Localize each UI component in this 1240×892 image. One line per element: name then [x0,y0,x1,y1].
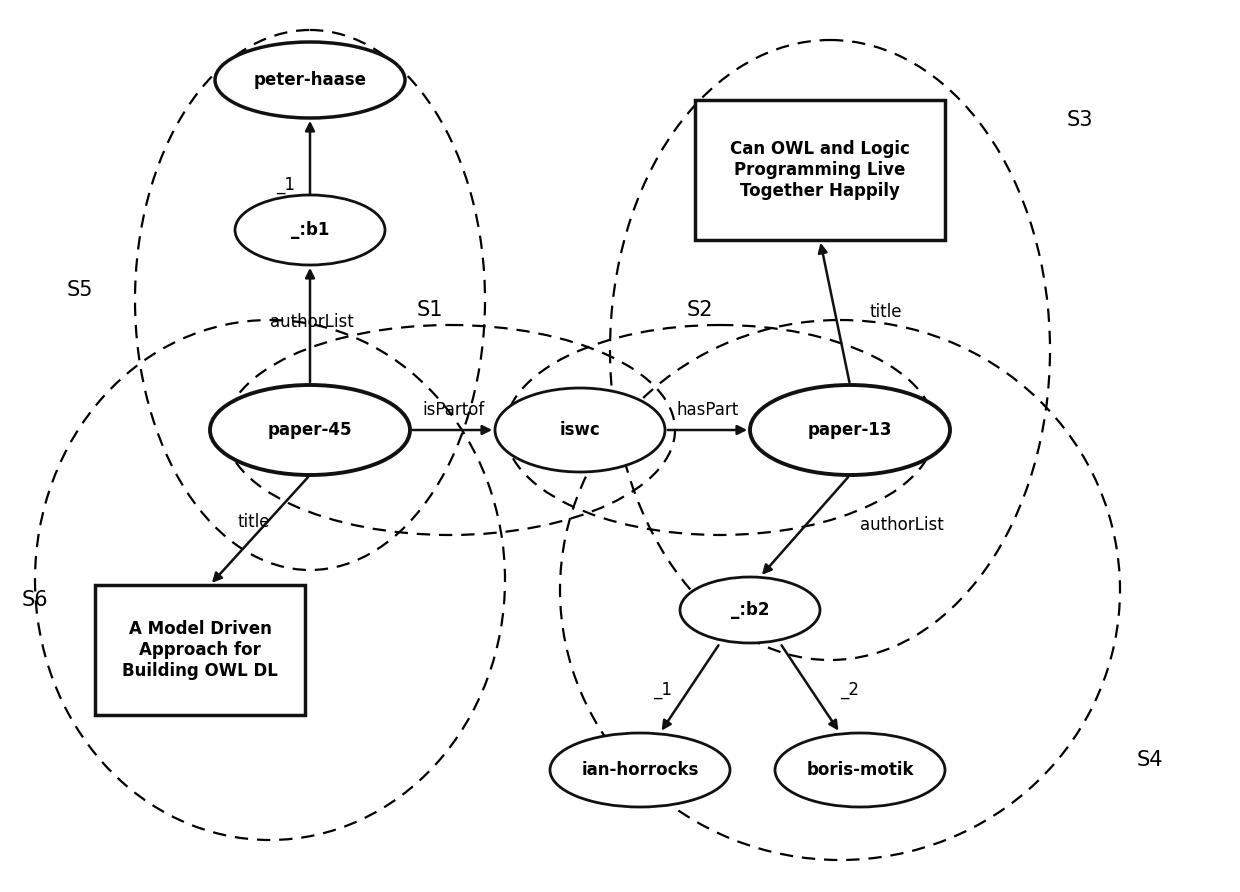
Ellipse shape [210,385,410,475]
Text: hasPart: hasPart [677,401,739,419]
Ellipse shape [775,733,945,807]
Text: Can OWL and Logic
Programming Live
Together Happily: Can OWL and Logic Programming Live Toget… [730,140,910,200]
Ellipse shape [215,42,405,118]
Text: authorList: authorList [861,516,944,534]
Text: iswc: iswc [559,421,600,439]
Text: isPartof: isPartof [422,401,484,419]
Text: paper-45: paper-45 [268,421,352,439]
Text: S6: S6 [21,590,48,610]
Text: title: title [238,513,270,531]
Ellipse shape [236,195,384,265]
Text: title: title [870,303,903,321]
Text: _:b1: _:b1 [291,221,329,239]
Text: _1: _1 [653,681,672,699]
Text: S5: S5 [67,280,93,300]
Text: S3: S3 [1066,110,1094,130]
Text: paper-13: paper-13 [807,421,893,439]
FancyBboxPatch shape [95,585,305,715]
Text: A Model Driven
Approach for
Building OWL DL: A Model Driven Approach for Building OWL… [122,620,278,680]
Text: boris-motik: boris-motik [806,761,914,779]
Text: authorList: authorList [270,313,353,331]
Text: S4: S4 [1137,750,1163,770]
Text: S1: S1 [417,300,443,320]
Text: _:b2: _:b2 [730,601,769,619]
Ellipse shape [551,733,730,807]
Ellipse shape [750,385,950,475]
Text: ian-horrocks: ian-horrocks [582,761,698,779]
Ellipse shape [495,388,665,472]
Text: S2: S2 [687,300,713,320]
Text: _1: _1 [277,176,295,194]
Text: peter-haase: peter-haase [253,71,367,89]
Text: _2: _2 [839,681,859,699]
FancyBboxPatch shape [694,100,945,240]
Ellipse shape [680,577,820,643]
